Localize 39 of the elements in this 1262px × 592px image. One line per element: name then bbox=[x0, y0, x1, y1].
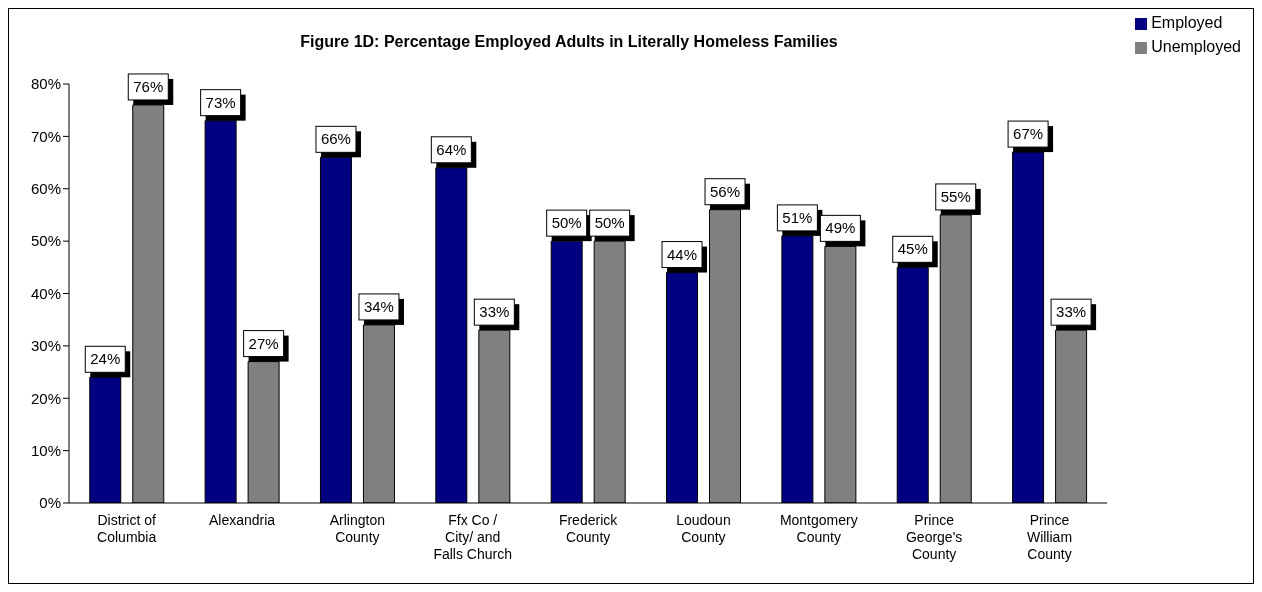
data-label: 33% bbox=[1056, 303, 1087, 321]
y-tick-label: 10% bbox=[30, 441, 61, 459]
data-label: 50% bbox=[594, 214, 625, 232]
data-label: 56% bbox=[710, 182, 741, 200]
data-label: 50% bbox=[551, 214, 582, 232]
x-tick-label: Loudoun County bbox=[676, 512, 731, 545]
data-label: 34% bbox=[363, 297, 394, 315]
y-tick-label: 0% bbox=[39, 494, 61, 512]
data-label: 64% bbox=[436, 140, 467, 158]
data-label: 24% bbox=[90, 350, 121, 368]
data-label: 27% bbox=[248, 334, 279, 352]
data-label: 44% bbox=[667, 245, 698, 263]
x-tick-label: Frederick County bbox=[558, 512, 619, 545]
data-label: 76% bbox=[133, 77, 164, 95]
data-label: 49% bbox=[825, 219, 856, 237]
x-tick-label: Prince George's County bbox=[905, 512, 963, 562]
x-tick-label: District of Columbia bbox=[97, 512, 157, 545]
data-label: 66% bbox=[320, 130, 351, 148]
legend-label: Employed bbox=[1151, 14, 1223, 31]
x-tick-label: Montgomery County bbox=[779, 512, 858, 545]
data-label: 33% bbox=[479, 303, 510, 321]
x-tick-label: Arlington County bbox=[329, 512, 386, 545]
y-tick-label: 30% bbox=[30, 337, 61, 355]
data-label: 45% bbox=[897, 240, 928, 258]
data-label: 51% bbox=[782, 208, 813, 226]
y-tick-label: 70% bbox=[30, 127, 61, 145]
legend-label: Unemployed bbox=[1151, 38, 1241, 55]
y-tick-label: 60% bbox=[30, 180, 61, 198]
data-label: 55% bbox=[940, 187, 971, 205]
x-tick-label: Ffx Co / City/ and Falls Church bbox=[433, 512, 513, 562]
chart-title: Figure 1D: Percentage Employed Adults in Literally Homeless Families bbox=[299, 33, 839, 51]
y-tick-label: 80% bbox=[30, 75, 61, 93]
y-tick-label: 40% bbox=[30, 284, 61, 302]
y-tick-label: 20% bbox=[30, 389, 61, 407]
y-tick-label: 50% bbox=[30, 232, 61, 250]
x-tick-label: Prince William County bbox=[1026, 512, 1073, 562]
data-label: 73% bbox=[205, 93, 236, 111]
x-tick-label: Alexandria bbox=[208, 512, 276, 528]
data-label: 67% bbox=[1013, 125, 1044, 143]
